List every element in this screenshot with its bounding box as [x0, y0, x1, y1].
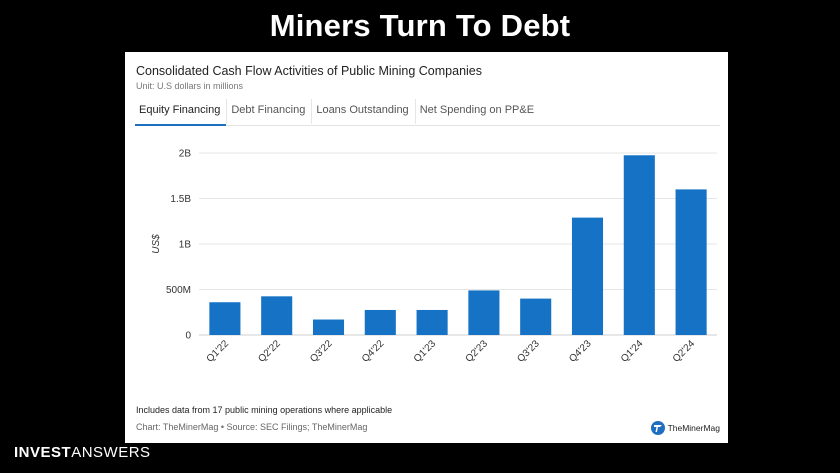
bar: [209, 302, 241, 335]
x-tick-label: Q3'23: [515, 338, 542, 365]
y-tick-label: 1.5B: [170, 194, 191, 205]
chart-note: Includes data from 17 public mining oper…: [136, 405, 393, 415]
slide-title: Miners Turn To Debt: [269, 8, 571, 43]
x-tick-label: Q3'22: [308, 338, 335, 365]
y-axis-title: US$: [151, 234, 162, 254]
x-tick-label: Q2'23: [464, 338, 491, 365]
logo-invest: INVEST: [14, 444, 72, 461]
bar: [416, 309, 448, 335]
miner-mag-logo-icon: [650, 421, 665, 435]
brand-name: TheMinerMag: [667, 423, 720, 433]
y-tick-label: 2B: [179, 149, 192, 160]
x-tick-label: Q4'23: [567, 338, 594, 365]
chart-card: Consolidated Cash Flow Activities of Pub…: [125, 52, 728, 443]
tab-debt-financing[interactable]: Debt Financing: [226, 99, 311, 124]
bar: [623, 155, 655, 335]
chart-tabs: Equity Financing Debt Financing Loans Ou…: [135, 99, 720, 126]
chart-subtitle: Unit: U.S dollars in millions: [136, 81, 244, 91]
tab-net-spending-ppe[interactable]: Net Spending on PP&E: [414, 99, 540, 124]
x-tick-label: Q2'24: [671, 338, 698, 365]
investanswers-logo: INVESTANSWERS: [14, 444, 151, 461]
bar: [312, 319, 345, 335]
y-tick-label: 0: [185, 331, 191, 342]
x-tick-label: Q4'22: [360, 338, 387, 365]
x-tick-label: Q1'24: [619, 338, 646, 365]
x-tick-label: Q1'22: [205, 338, 232, 365]
bar: [520, 298, 552, 335]
bar: [261, 296, 293, 335]
chart-title: Consolidated Cash Flow Activities of Pub…: [136, 64, 482, 78]
y-tick-label: 1B: [179, 240, 192, 251]
brand-logo: TheMinerMag: [650, 421, 720, 435]
tab-loans-outstanding[interactable]: Loans Outstanding: [311, 99, 414, 124]
x-tick-label: Q1'23: [412, 338, 439, 365]
bar: [675, 189, 707, 335]
chart-source: Chart: TheMinerMag • Source: SEC Filings…: [136, 422, 368, 432]
bar: [571, 217, 604, 335]
bar: [364, 309, 396, 335]
tab-equity-financing[interactable]: Equity Financing: [135, 99, 227, 126]
bar-chart: 0 500M 1B 1.5B 2B US$ Q1'22 Q2'22 Q3'22 Q4'22 Q1'2…: [151, 149, 717, 365]
x-tick-label: Q2'22: [256, 338, 283, 365]
bar: [468, 290, 500, 335]
y-tick-label: 500M: [166, 285, 191, 296]
logo-answers: ANSWERS: [71, 444, 151, 461]
